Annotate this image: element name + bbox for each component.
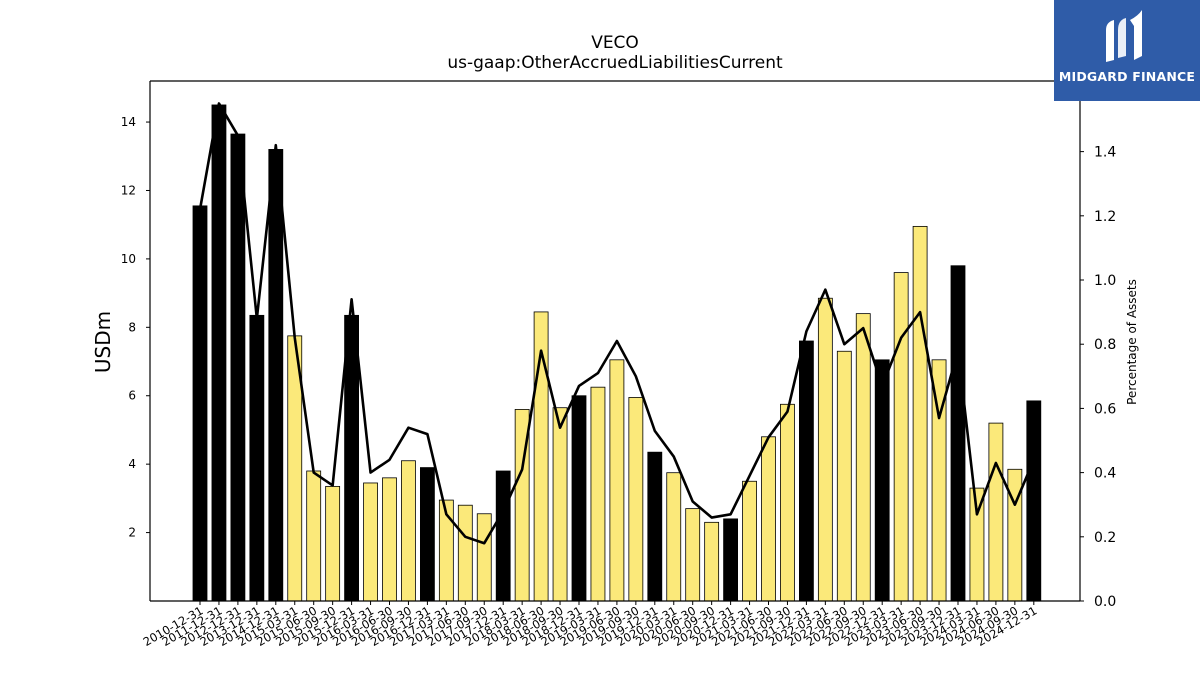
percent-line-group xyxy=(198,102,1035,545)
bar-2012-12-31 xyxy=(230,133,246,602)
bar-2021-03-31 xyxy=(742,480,757,602)
y-tick-label: 6 xyxy=(128,389,136,403)
brand-mark-icon xyxy=(1106,10,1142,62)
bars-group xyxy=(192,104,1042,602)
bar-2016-12-31 xyxy=(419,467,435,602)
y2-tick-label: 0.4 xyxy=(1094,466,1116,482)
bar-2020-09-30 xyxy=(704,521,720,602)
y2-tick-label: 0.0 xyxy=(1094,594,1116,610)
y2-tick-label: 0.2 xyxy=(1094,530,1116,546)
bar-2023-03-31 xyxy=(893,272,909,602)
y2-axis-label: Percentage of Assets xyxy=(1125,279,1139,405)
y2-tick-label: 1.0 xyxy=(1094,273,1116,289)
bar-2023-12-31 xyxy=(950,265,966,602)
y-axis-label: USDm xyxy=(91,311,115,373)
bar-2022-09-30 xyxy=(855,313,871,602)
y-tick-label: 10 xyxy=(121,252,136,266)
bar-2023-06-30 xyxy=(912,225,928,602)
bar-2016-06-30 xyxy=(382,477,397,602)
bar-2022-03-31 xyxy=(817,297,833,602)
bar-2021-09-30 xyxy=(780,403,795,602)
bar-2024-06-30 xyxy=(988,422,1004,602)
bar-2018-09-30 xyxy=(552,407,568,602)
bar-2024-12-31 xyxy=(1026,400,1042,602)
y-tick-label: 8 xyxy=(128,320,136,334)
chart-subtitle: us-gaap:OtherAccruedLiabilitiesCurrent xyxy=(447,53,783,73)
bar-2020-06-30 xyxy=(685,508,701,602)
bar-2021-12-31 xyxy=(799,340,814,602)
bar-2017-06-30 xyxy=(457,504,473,602)
y-tick-label: 4 xyxy=(128,457,136,471)
y2-tick-label: 0.6 xyxy=(1094,401,1116,417)
bar-2015-09-30 xyxy=(325,485,341,602)
bar-2015-06-30 xyxy=(306,470,322,602)
bar-2013-12-31 xyxy=(249,314,265,602)
y2-tick-label: 1.4 xyxy=(1094,145,1116,161)
bar-2018-12-31 xyxy=(571,395,587,602)
bar-2022-12-31 xyxy=(874,359,890,602)
percent-of-assets-line xyxy=(198,102,1035,545)
bar-2019-09-30 xyxy=(628,397,644,602)
bar-2020-03-31 xyxy=(666,472,682,602)
y2-tick-label: 1.2 xyxy=(1094,209,1116,225)
bar-2016-03-31 xyxy=(363,482,378,602)
y-tick-label: 2 xyxy=(128,526,136,540)
bar-2024-09-30 xyxy=(1007,468,1023,602)
chart-title: VECO xyxy=(591,33,639,53)
bar-2017-12-31 xyxy=(495,470,511,602)
bar-2017-09-30 xyxy=(476,513,492,602)
bar-2020-12-31 xyxy=(723,518,738,602)
brand-name: MIDGARD FINANCE xyxy=(1058,69,1196,84)
bar-2019-12-31 xyxy=(647,451,663,602)
bar-2011-12-31 xyxy=(211,104,227,602)
bar-2014-12-31 xyxy=(268,149,284,602)
bar-2019-03-31 xyxy=(590,386,606,602)
brand-logo: MIDGARD FINANCE xyxy=(1054,0,1200,101)
y-tick-label: 14 xyxy=(121,115,136,129)
bar-2010-12-31 xyxy=(192,205,208,602)
y-tick-label: 12 xyxy=(121,183,136,197)
bar-2022-06-30 xyxy=(836,350,852,602)
axes-group: 24681012140.00.20.40.60.81.01.21.42010-1… xyxy=(121,80,1116,649)
bar-2019-06-30 xyxy=(609,359,625,602)
bar-2016-09-30 xyxy=(401,460,416,602)
y2-tick-label: 0.8 xyxy=(1094,337,1116,353)
bar-2021-06-30 xyxy=(761,436,776,602)
